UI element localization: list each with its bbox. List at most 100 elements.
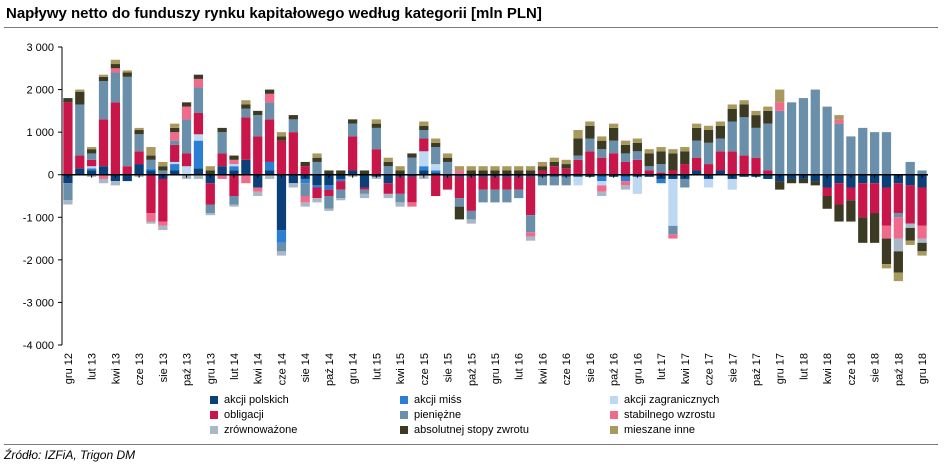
legend-label: akcji polskich <box>224 394 289 406</box>
bar-segment <box>336 189 346 199</box>
bar-segment <box>442 176 453 190</box>
bar-segment <box>253 187 263 192</box>
bar-segment <box>561 164 571 169</box>
bar-segment <box>407 176 417 203</box>
bar-segment <box>822 174 832 188</box>
bar-segment <box>442 157 453 162</box>
bar-segment <box>917 174 927 188</box>
x-tick-label: gru 15 <box>490 353 502 384</box>
bar-segment <box>122 72 132 77</box>
bar-segment <box>431 142 441 148</box>
bar-segment <box>419 166 429 171</box>
bar-segment <box>644 174 654 177</box>
bar-segment <box>786 178 797 184</box>
x-tick-label: gru 16 <box>632 353 644 384</box>
bar-segment <box>264 102 275 120</box>
bar-segment <box>87 170 97 175</box>
chart-title: Napływy netto do funduszy rynku kapitało… <box>6 5 542 22</box>
bar-segment <box>288 119 298 133</box>
bar-segment <box>300 183 310 196</box>
bar-segment <box>786 102 797 175</box>
bar-segment <box>597 149 607 158</box>
bar-segment <box>490 166 500 171</box>
bar-segment <box>359 170 370 175</box>
bar-segment <box>727 121 737 152</box>
bar-segment <box>205 166 215 171</box>
bar-segment <box>419 170 429 175</box>
bar-segment <box>609 140 619 154</box>
bar-segment <box>727 151 737 175</box>
bar-segment <box>632 151 642 160</box>
x-tick-label: sie 17 <box>727 353 739 382</box>
bar-segment <box>893 272 903 282</box>
bar-segment <box>134 130 144 135</box>
legend-item: obligacji <box>210 409 264 421</box>
bar-segment <box>276 230 287 243</box>
x-tick-label: sie 14 <box>300 353 312 382</box>
bar-segment <box>312 185 322 188</box>
bar-segment <box>383 157 393 162</box>
bar-segment <box>193 74 204 79</box>
bar-segment <box>264 161 275 171</box>
legend-swatch <box>400 426 408 434</box>
bar-segment <box>549 176 559 186</box>
bar-segment <box>158 178 168 222</box>
bar-segment <box>751 157 761 175</box>
y-tick-label: 3 000 <box>26 42 54 54</box>
bar-segment <box>917 251 927 256</box>
bar-segment <box>348 136 358 171</box>
bar-segment <box>288 132 298 175</box>
bar-segment <box>383 183 393 194</box>
bar-segment <box>703 125 714 131</box>
bar-segment <box>727 108 737 122</box>
bar-segment <box>549 174 559 177</box>
bar-segment <box>146 213 156 222</box>
bar-segment <box>454 170 465 175</box>
bar-segment <box>181 102 192 107</box>
bar-segment <box>63 200 73 205</box>
bar-segment <box>395 170 405 175</box>
bar-segment <box>407 202 417 207</box>
bar-segment <box>229 174 239 196</box>
bar-segment <box>881 174 892 188</box>
bar-segment <box>881 132 892 175</box>
bar-segment <box>359 193 370 199</box>
bar-segment <box>905 161 915 175</box>
bar-segment <box>573 159 583 175</box>
bar-segment <box>98 119 109 167</box>
bar-segment <box>537 170 548 175</box>
bar-segment <box>834 115 844 120</box>
bar-segment <box>336 198 346 201</box>
x-tick-label: lut 14 <box>229 353 241 380</box>
legend-swatch <box>610 396 618 404</box>
stacked-bar-chart: 3 000 2 000 1 000 0 -1 000 -2 000 -3 000 -4 000… <box>23 42 929 386</box>
bar-segment <box>442 153 453 158</box>
bar-segment <box>359 187 370 190</box>
bar-segment <box>763 106 773 111</box>
bar-segment <box>858 217 868 243</box>
x-tick-label: cze 18 <box>846 353 858 385</box>
bar-segment <box>905 185 915 224</box>
bar-segment <box>525 215 536 233</box>
bar-segment <box>217 127 227 133</box>
bar-segment <box>241 104 251 109</box>
bar-segment <box>869 132 880 175</box>
bar-segment <box>656 164 666 173</box>
bar-segment <box>371 176 381 179</box>
bar-segment <box>917 242 927 252</box>
bar-segment <box>431 170 441 173</box>
bar-segment <box>87 147 97 150</box>
bar-segment <box>514 170 524 175</box>
bar-segment <box>324 208 334 211</box>
legend-swatch <box>610 426 618 434</box>
bar-segment <box>170 132 180 141</box>
y-tick-label: -1 000 <box>23 212 54 224</box>
bar-segment <box>431 164 441 171</box>
bar-segment <box>739 100 749 105</box>
bar-segment <box>229 196 239 205</box>
bar-segment <box>264 119 275 162</box>
bar-segment <box>170 144 180 162</box>
bar-segment <box>324 196 334 209</box>
bar-segment <box>620 161 631 175</box>
bar-segment <box>597 176 607 182</box>
